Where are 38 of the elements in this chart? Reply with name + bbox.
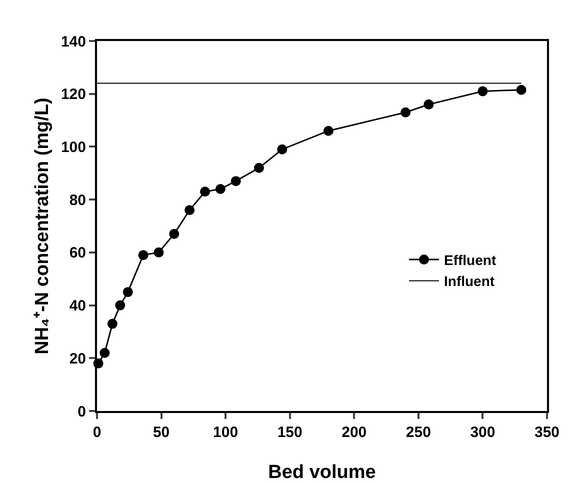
point xyxy=(230,176,241,186)
point xyxy=(215,184,226,194)
y-tick-label: 20 xyxy=(69,350,86,368)
x-tick-label: 0 xyxy=(92,424,102,441)
point xyxy=(154,247,164,258)
x-axis-title: Bed volume xyxy=(268,462,376,483)
y-tick-label: 120 xyxy=(60,86,86,104)
point xyxy=(277,144,288,154)
x-tick-label: 300 xyxy=(470,424,496,441)
point xyxy=(424,99,434,110)
point xyxy=(516,84,526,95)
point xyxy=(115,300,126,310)
point xyxy=(323,126,334,136)
x-tick-label: 200 xyxy=(342,424,367,441)
point xyxy=(184,205,195,216)
point xyxy=(254,162,264,173)
point xyxy=(200,186,210,197)
y-tick-label: 100 xyxy=(60,138,86,156)
point xyxy=(107,318,118,329)
point xyxy=(169,228,180,239)
point xyxy=(138,250,148,260)
x-tick-label: 250 xyxy=(406,424,431,441)
y-tick-label: 40 xyxy=(69,298,86,315)
y-axis-title: NH₄⁺-N concentration (mg/L) xyxy=(32,98,53,354)
point xyxy=(100,348,110,358)
y-tick-label: 80 xyxy=(69,192,86,209)
point xyxy=(478,86,488,96)
x-tick-label: 150 xyxy=(277,424,302,441)
y-tick-label: 140 xyxy=(60,33,86,50)
x-tick-label: 350 xyxy=(534,424,560,441)
y-tick-label: 0 xyxy=(78,403,86,420)
point xyxy=(122,287,133,298)
y-tick-label: 60 xyxy=(69,244,86,262)
x-tick-label: 100 xyxy=(213,424,238,441)
legend-label: Effluent xyxy=(444,252,496,268)
point xyxy=(400,107,411,118)
x-tick-label: 50 xyxy=(152,424,170,441)
legend-label: Influent xyxy=(444,273,495,290)
